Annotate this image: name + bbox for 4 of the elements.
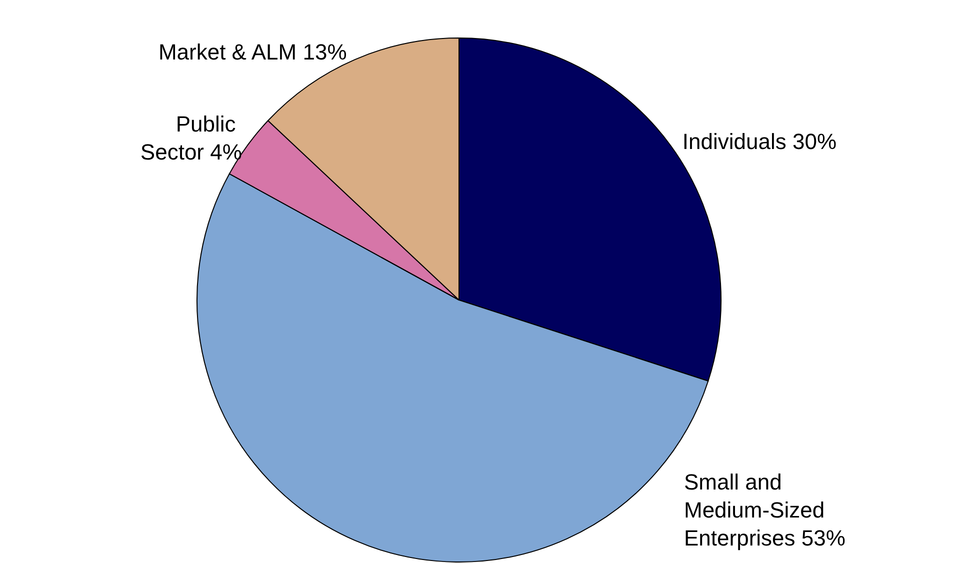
slice-label: Public Sector 4% <box>140 111 242 164</box>
slice-label: Market & ALM 13% <box>158 40 347 65</box>
slice-label: Small and Medium-Sized Enterprises 53% <box>684 470 846 550</box>
slice-label: Individuals 30% <box>682 128 837 154</box>
